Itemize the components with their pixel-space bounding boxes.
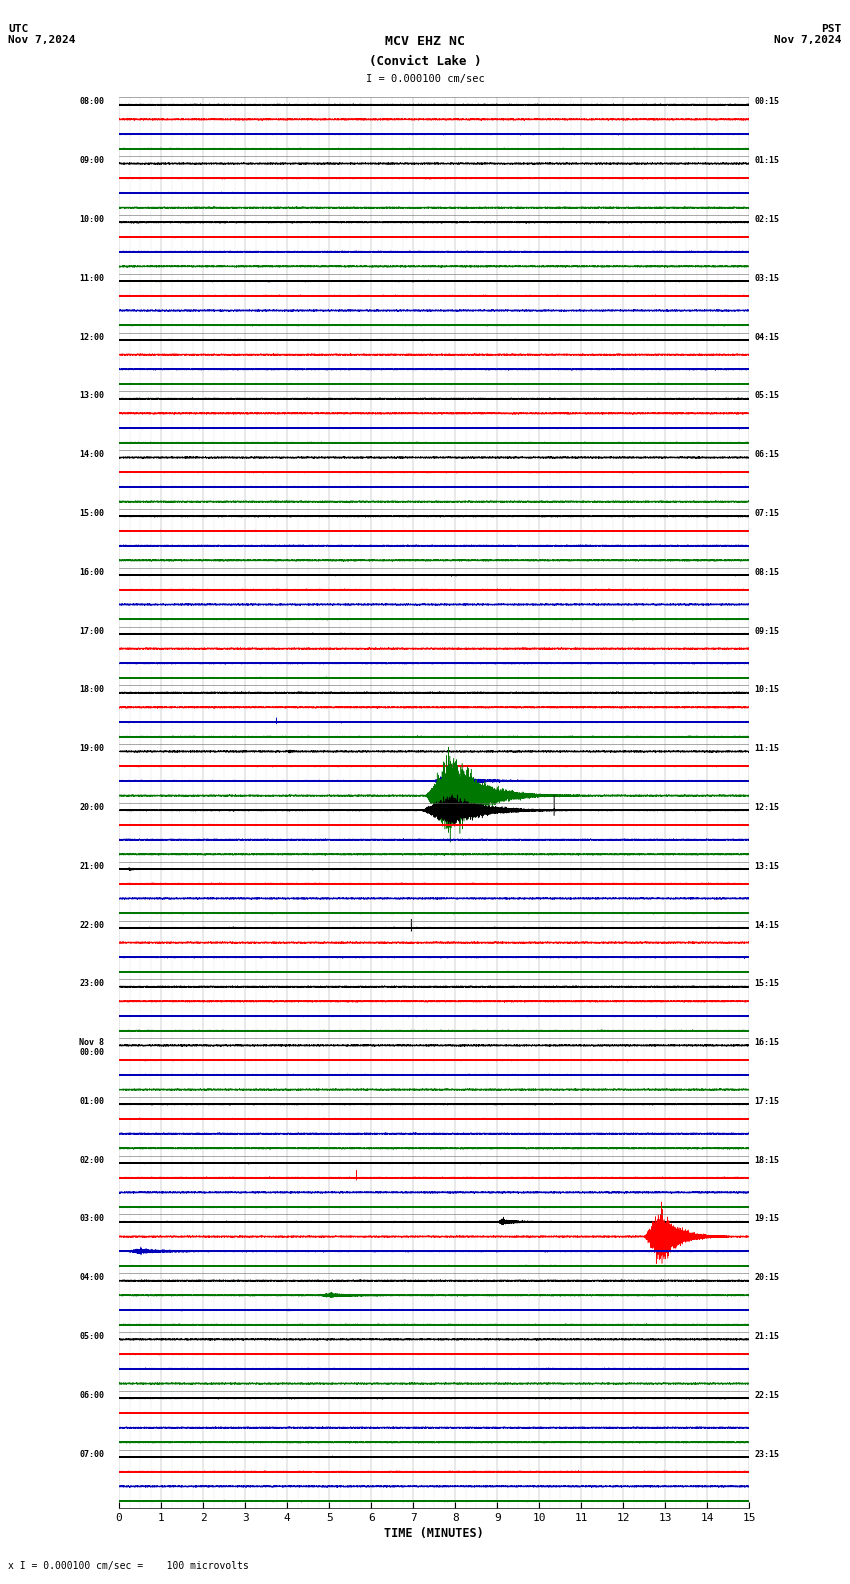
Text: 21:00: 21:00	[79, 862, 105, 871]
Text: 18:00: 18:00	[79, 686, 105, 694]
Text: 02:00: 02:00	[79, 1156, 105, 1164]
Text: 12:15: 12:15	[755, 803, 779, 813]
Text: 01:15: 01:15	[755, 157, 779, 165]
Text: 06:00: 06:00	[79, 1391, 105, 1400]
Text: 03:15: 03:15	[755, 274, 779, 284]
Text: MCV EHZ NC: MCV EHZ NC	[385, 35, 465, 48]
Text: 07:00: 07:00	[79, 1449, 105, 1459]
Text: x I = 0.000100 cm/sec =    100 microvolts: x I = 0.000100 cm/sec = 100 microvolts	[8, 1562, 249, 1571]
Text: 21:15: 21:15	[755, 1332, 779, 1342]
Text: Nov 8
00:00: Nov 8 00:00	[79, 1038, 105, 1058]
Text: 11:00: 11:00	[79, 274, 105, 284]
Text: 06:15: 06:15	[755, 450, 779, 459]
Text: 16:00: 16:00	[79, 567, 105, 577]
Text: 09:15: 09:15	[755, 627, 779, 635]
X-axis label: TIME (MINUTES): TIME (MINUTES)	[384, 1527, 484, 1541]
Text: UTC
Nov 7,2024: UTC Nov 7,2024	[8, 24, 76, 46]
Text: 08:00: 08:00	[79, 97, 105, 106]
Text: 20:15: 20:15	[755, 1274, 779, 1283]
Text: 04:00: 04:00	[79, 1274, 105, 1283]
Text: 22:15: 22:15	[755, 1391, 779, 1400]
Text: PST
Nov 7,2024: PST Nov 7,2024	[774, 24, 842, 46]
Text: 12:00: 12:00	[79, 333, 105, 342]
Text: 23:15: 23:15	[755, 1449, 779, 1459]
Text: 22:00: 22:00	[79, 920, 105, 930]
Text: 05:00: 05:00	[79, 1332, 105, 1342]
Text: 15:00: 15:00	[79, 508, 105, 518]
Text: 08:15: 08:15	[755, 567, 779, 577]
Text: 07:15: 07:15	[755, 508, 779, 518]
Text: 13:00: 13:00	[79, 391, 105, 401]
Text: 15:15: 15:15	[755, 979, 779, 988]
Text: 14:00: 14:00	[79, 450, 105, 459]
Text: I = 0.000100 cm/sec: I = 0.000100 cm/sec	[366, 74, 484, 84]
Text: 13:15: 13:15	[755, 862, 779, 871]
Text: (Convict Lake ): (Convict Lake )	[369, 55, 481, 68]
Text: 05:15: 05:15	[755, 391, 779, 401]
Text: 23:00: 23:00	[79, 979, 105, 988]
Text: 17:00: 17:00	[79, 627, 105, 635]
Text: 09:00: 09:00	[79, 157, 105, 165]
Text: 19:00: 19:00	[79, 744, 105, 752]
Text: 10:15: 10:15	[755, 686, 779, 694]
Text: 03:00: 03:00	[79, 1215, 105, 1223]
Text: 14:15: 14:15	[755, 920, 779, 930]
Text: 01:00: 01:00	[79, 1096, 105, 1106]
Text: 20:00: 20:00	[79, 803, 105, 813]
Text: 17:15: 17:15	[755, 1096, 779, 1106]
Text: 10:00: 10:00	[79, 215, 105, 223]
Text: 04:15: 04:15	[755, 333, 779, 342]
Text: 11:15: 11:15	[755, 744, 779, 752]
Text: 00:15: 00:15	[755, 97, 779, 106]
Text: 02:15: 02:15	[755, 215, 779, 223]
Text: 18:15: 18:15	[755, 1156, 779, 1164]
Text: 19:15: 19:15	[755, 1215, 779, 1223]
Text: 16:15: 16:15	[755, 1038, 779, 1047]
